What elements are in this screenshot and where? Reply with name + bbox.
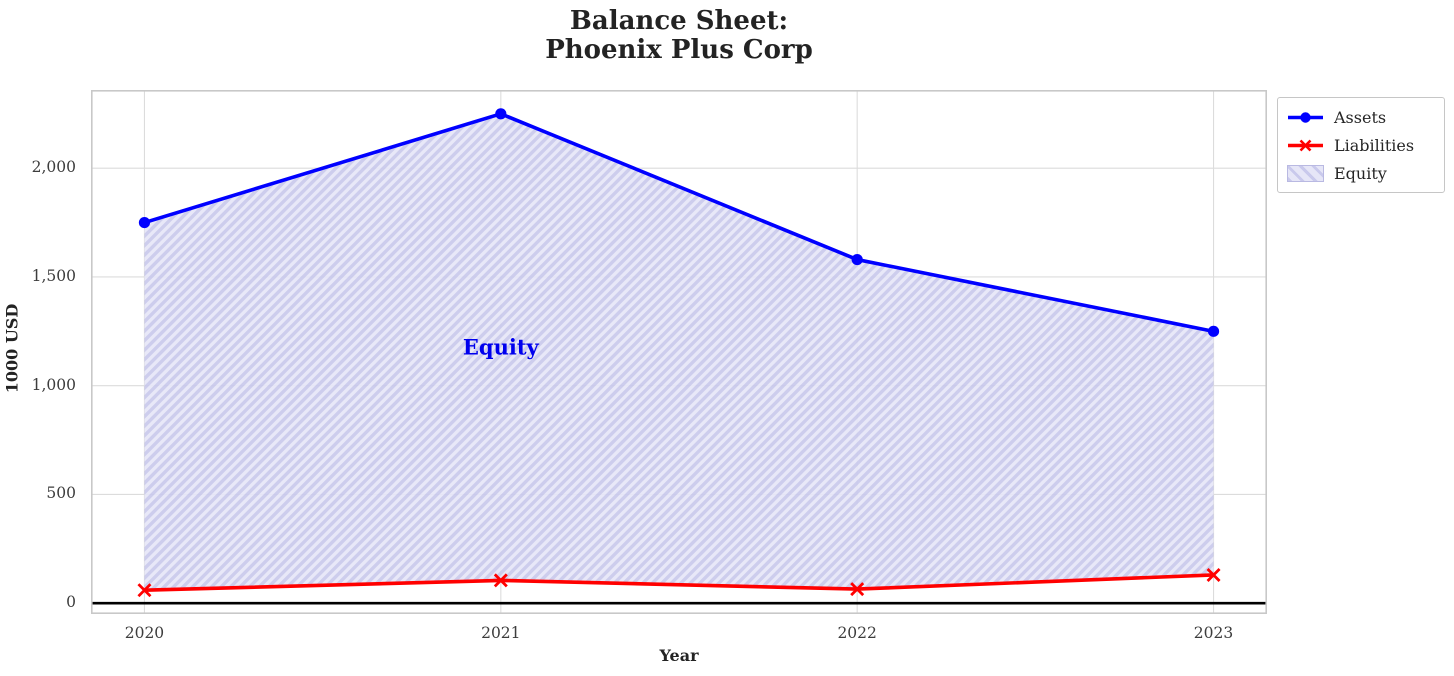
plot-border xyxy=(91,90,1267,614)
x-tick-label: 2021 xyxy=(481,624,521,642)
plot-canvas xyxy=(91,90,1267,614)
legend-label-equity: Equity xyxy=(1334,163,1387,183)
liabilities-line xyxy=(144,573,1214,592)
liabilities-line-icon xyxy=(1288,139,1323,151)
assets-line-icon xyxy=(1288,111,1323,123)
legend-label-assets: Assets xyxy=(1334,107,1387,127)
chart-title: Balance Sheet: Phoenix Plus Corp xyxy=(91,7,1267,65)
equity-hatch-swatch-icon xyxy=(1287,164,1324,182)
assets-marker xyxy=(138,216,151,229)
y-tick-label: 1,000 xyxy=(31,375,76,394)
equity-area xyxy=(144,113,1214,591)
assets-marker xyxy=(1207,325,1220,337)
plot-area: Equity xyxy=(91,90,1267,614)
chart-title-line2: Phoenix Plus Corp xyxy=(545,35,813,65)
x-axis-label: Year xyxy=(659,646,699,665)
y-tick-label: 0 xyxy=(66,593,76,612)
liabilities-marker xyxy=(493,573,508,588)
chart-legend: Assets Liabilities Equity xyxy=(1277,97,1445,193)
assets-marker xyxy=(851,253,863,266)
chart-title-line1: Balance Sheet: xyxy=(569,6,789,36)
x-tick-label: 2020 xyxy=(124,624,165,642)
legend-entry-assets: Assets xyxy=(1287,105,1435,129)
assets-line xyxy=(143,112,1214,334)
equity-area-annotation: Equity xyxy=(462,334,539,360)
legend-label-liabilities: Liabilities xyxy=(1334,135,1415,155)
y-tick-label: 1,500 xyxy=(31,266,76,285)
assets-marker xyxy=(495,108,507,120)
legend-entry-equity: Equity xyxy=(1287,161,1435,185)
liabilities-marker xyxy=(1206,567,1221,582)
liabilities-marker xyxy=(137,583,152,598)
legend-entry-liabilities: Liabilities xyxy=(1287,133,1435,157)
y-tick-label: 2,000 xyxy=(31,158,76,177)
liabilities-marker xyxy=(850,582,865,597)
x-tick-label: 2023 xyxy=(1193,624,1234,642)
x-tick-label: 2022 xyxy=(837,624,877,642)
y-tick-label: 500 xyxy=(46,484,76,503)
